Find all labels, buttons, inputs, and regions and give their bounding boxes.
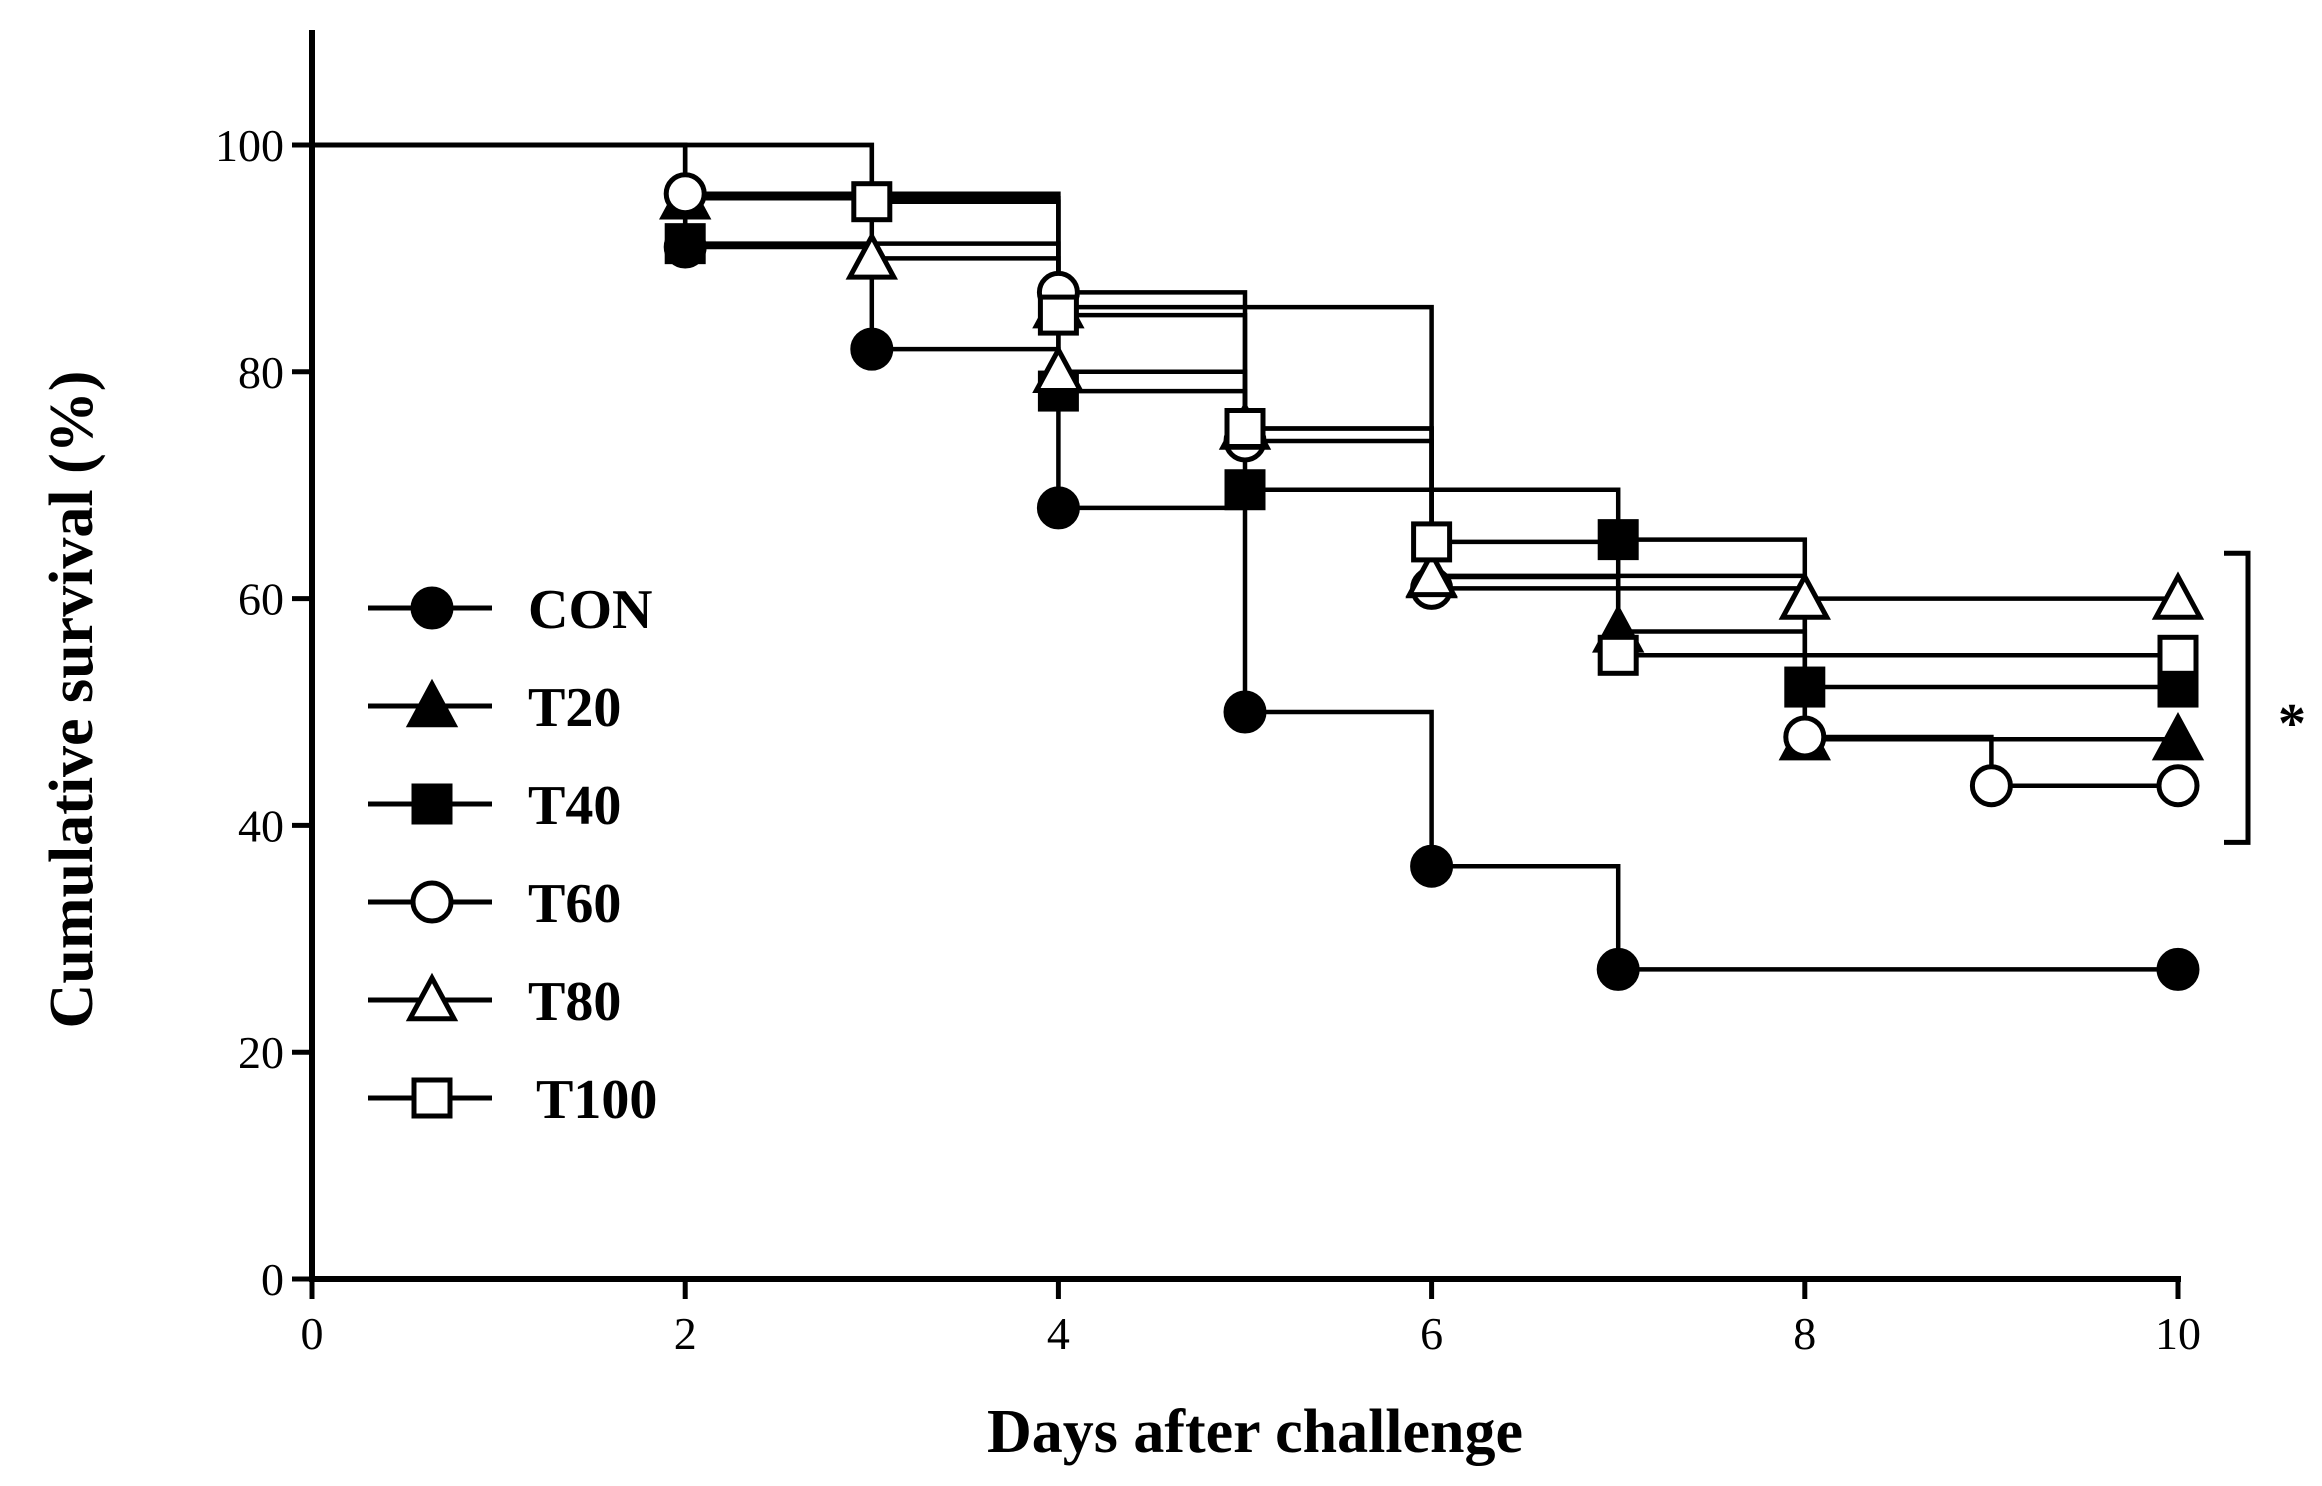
data-point-t100 bbox=[1411, 521, 1453, 563]
data-point-t100 bbox=[851, 181, 893, 223]
data-point-t100 bbox=[1224, 408, 1266, 449]
legend-marker bbox=[405, 678, 459, 728]
legend-item-con: CON bbox=[368, 579, 652, 641]
data-point-con bbox=[850, 327, 894, 371]
x-tick-label: 10 bbox=[2155, 1308, 2201, 1359]
annotations: * bbox=[2224, 550, 2306, 845]
y-tick-label: 0 bbox=[261, 1254, 284, 1305]
legend-label: T40 bbox=[528, 775, 621, 837]
x-axis-title: Days after challenge bbox=[987, 1398, 1523, 1466]
data-point-t60 bbox=[663, 172, 707, 216]
legend-label: T100 bbox=[536, 1069, 657, 1131]
legend-label: T60 bbox=[528, 873, 621, 935]
data-point-t40 bbox=[1597, 519, 1639, 561]
x-tick-label: 6 bbox=[1420, 1308, 1443, 1359]
data-point-t80 bbox=[1032, 344, 1085, 393]
y-tick-label: 40 bbox=[238, 800, 284, 851]
data-point-t100 bbox=[1037, 294, 1079, 336]
y-tick-label: 20 bbox=[238, 1027, 284, 1078]
data-point-con bbox=[1596, 947, 1640, 991]
data-point-t80 bbox=[1778, 571, 1831, 620]
legend-marker bbox=[411, 1077, 453, 1119]
y-axis-title: Cumulative survival (%) bbox=[38, 371, 106, 1029]
data-point-t60 bbox=[1783, 715, 1827, 759]
data-point-t40 bbox=[1784, 666, 1826, 708]
data-point-con bbox=[1036, 486, 1080, 530]
data-point-t60 bbox=[2156, 764, 2200, 808]
series-line-t60 bbox=[312, 142, 2178, 788]
data-point-t80 bbox=[1405, 548, 1458, 598]
series-con bbox=[312, 142, 2178, 972]
data-point-t80 bbox=[2151, 571, 2205, 620]
legend-marker bbox=[405, 972, 459, 1022]
data-point-t20 bbox=[2151, 711, 2205, 761]
data-point-t80 bbox=[845, 231, 898, 280]
significance-label: * bbox=[2278, 693, 2306, 755]
data-point-t100 bbox=[1597, 634, 1639, 676]
legend-label: CON bbox=[528, 579, 652, 641]
bracket-line bbox=[2224, 550, 2251, 845]
data-point-t40 bbox=[1224, 469, 1266, 511]
data-point-con bbox=[1223, 690, 1267, 734]
y-tick-label: 80 bbox=[238, 347, 284, 398]
legend-marker bbox=[411, 783, 453, 825]
legend-item-t100: T100 bbox=[368, 1069, 657, 1131]
legend-item-t60: T60 bbox=[368, 873, 621, 935]
legend-label: T20 bbox=[528, 677, 621, 739]
x-tick-label: 4 bbox=[1047, 1308, 1070, 1359]
data-point-t100 bbox=[2157, 634, 2199, 676]
significance-bracket: * bbox=[2224, 550, 2306, 845]
series-line-con bbox=[312, 142, 2178, 972]
legend-label: T80 bbox=[528, 971, 621, 1033]
series-t60 bbox=[312, 142, 2178, 788]
legend-marker bbox=[410, 586, 454, 630]
data-point-t40 bbox=[664, 223, 706, 265]
markers-t100 bbox=[851, 181, 2199, 676]
legend-item-t40: T40 bbox=[368, 775, 621, 837]
x-tick-label: 8 bbox=[1793, 1308, 1816, 1359]
series-layer bbox=[312, 142, 2205, 991]
x-tick-label: 0 bbox=[301, 1308, 324, 1359]
legend-item-t80: T80 bbox=[368, 971, 621, 1033]
y-tick-label: 100 bbox=[215, 120, 284, 171]
legend-marker bbox=[410, 880, 454, 924]
data-point-con bbox=[2156, 947, 2200, 991]
y-tick-label: 60 bbox=[238, 574, 284, 625]
data-point-t60 bbox=[1969, 764, 2013, 808]
data-point-con bbox=[1410, 844, 1454, 888]
legend: CON T20 T40 T60 T80 T100 bbox=[368, 579, 657, 1131]
x-tick-label: 2 bbox=[674, 1308, 697, 1359]
legend-item-t20: T20 bbox=[368, 677, 621, 739]
